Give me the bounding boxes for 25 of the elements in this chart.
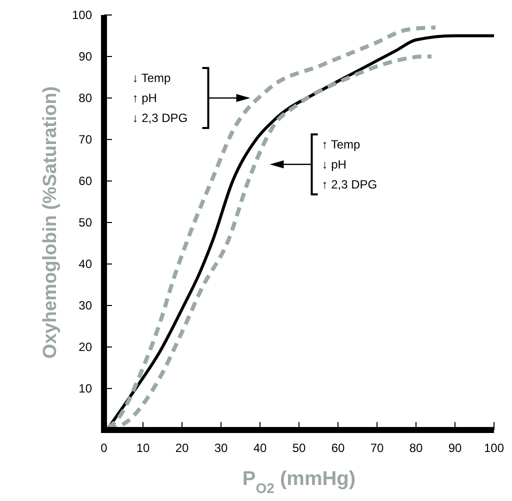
y-tick-label: 80: [78, 91, 92, 105]
x-tick-label: 10: [136, 441, 150, 455]
x-tick-label: 0: [100, 441, 108, 455]
x-tick-label: 80: [409, 441, 423, 455]
y-tick-label: 50: [78, 216, 92, 230]
y-tick-label: 90: [78, 50, 92, 64]
annotation: ↑ Temp ↓ pH ↑ 2,3 DPG: [322, 137, 378, 192]
x-tick-label: 100: [484, 441, 504, 455]
y-axis-title: Oxyhemoglobin (%Saturation): [40, 86, 61, 359]
y-tick-label: 60: [78, 174, 92, 188]
x-tick-label: 30: [214, 441, 228, 455]
y-tick-label: 40: [78, 257, 92, 271]
x-tick-label: 40: [253, 441, 267, 455]
x-tick-label: 50: [292, 441, 306, 455]
x-tick-label: 60: [331, 441, 345, 455]
x-tick-label: 90: [448, 441, 462, 455]
x-tick-label: 20: [175, 441, 189, 455]
y-tick-label: 30: [78, 298, 92, 312]
x-tick-label: 70: [370, 441, 384, 455]
x-axis-title: P$_{O2}$ (mmHg): [242, 468, 356, 496]
annotation: ↓ Temp ↑ pH ↓ 2,3 DPG: [132, 71, 188, 125]
y-tick-label: 10: [78, 382, 92, 396]
y-tick-label: 70: [78, 132, 92, 146]
y-tick-label: 20: [78, 340, 92, 354]
y-tick-label: 100: [72, 8, 92, 22]
